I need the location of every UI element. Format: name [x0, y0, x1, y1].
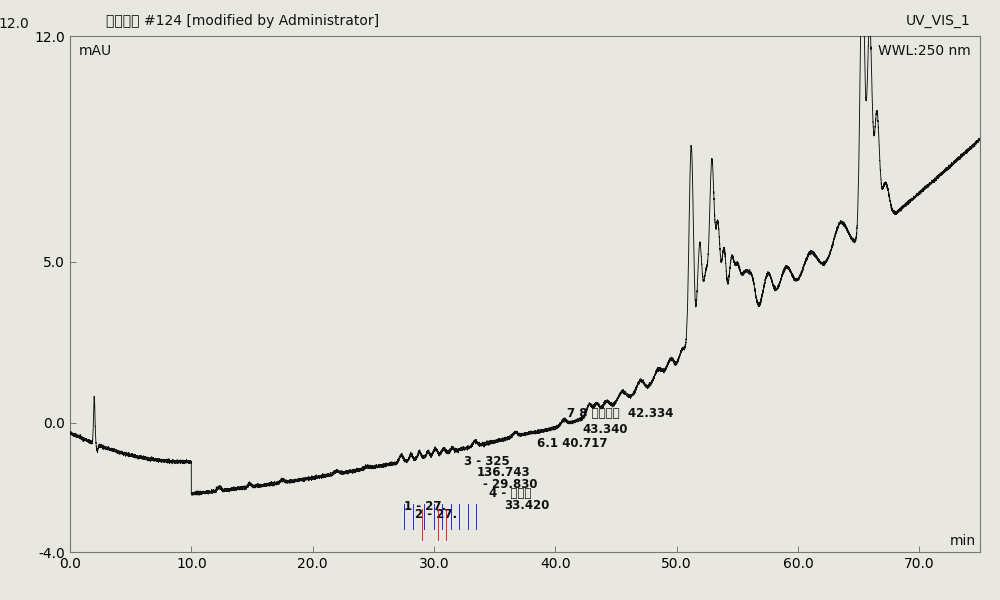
Text: 7 8 噻硫丙嗪  42.334: 7 8 噻硫丙嗪 42.334 [567, 407, 674, 420]
Text: 1 - 27.: 1 - 27. [404, 500, 446, 514]
Text: 43.340: 43.340 [582, 423, 628, 436]
Text: min: min [949, 534, 975, 548]
Text: - 29.830: - 29.830 [483, 478, 537, 491]
Text: 136.743: 136.743 [476, 466, 530, 479]
Text: 2 - 27.: 2 - 27. [415, 508, 457, 521]
Text: 标外研究 #124 [modified by Administrator]: 标外研究 #124 [modified by Administrator] [106, 14, 380, 28]
Text: 12.0: 12.0 [0, 17, 29, 31]
Text: mAU: mAU [79, 44, 112, 58]
Text: 3 - 325: 3 - 325 [464, 455, 510, 468]
Text: 4 - 奥赛平: 4 - 奥赛平 [489, 487, 531, 500]
Text: 6.1 40.717: 6.1 40.717 [537, 437, 608, 451]
Text: UV_VIS_1: UV_VIS_1 [906, 14, 971, 28]
Text: WWL:250 nm: WWL:250 nm [878, 44, 971, 58]
Text: 33.420: 33.420 [504, 499, 550, 512]
